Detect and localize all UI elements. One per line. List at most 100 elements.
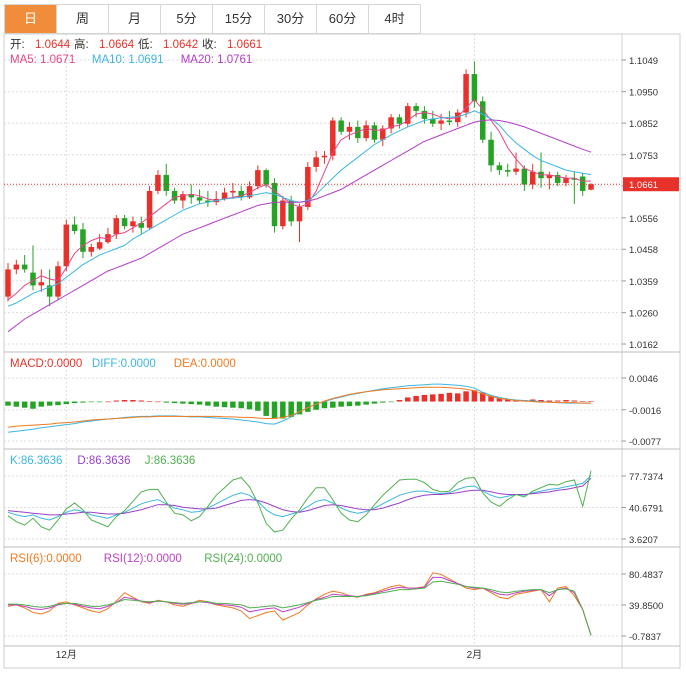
macd-bar <box>46 401 53 406</box>
candle-body <box>504 170 511 172</box>
candle-body <box>280 200 286 227</box>
macd-bar <box>405 397 411 402</box>
tab-3[interactable]: 5分 <box>161 5 213 33</box>
macd-bar <box>280 401 286 419</box>
price-tick-label: 1.0458 <box>629 245 658 256</box>
macd-bar <box>96 401 103 403</box>
candle-body <box>579 176 586 191</box>
macd-bar <box>321 401 328 409</box>
time-axis-label: 12月 <box>56 649 77 661</box>
candle-body <box>438 120 444 124</box>
macd-bar <box>338 401 344 407</box>
macd-bar <box>588 401 594 402</box>
ma-line-0 <box>7 98 592 301</box>
ohlc-value: 1.0661 <box>227 39 262 51</box>
kdj-legend: K:86.3636 <box>10 455 62 467</box>
candle-body <box>246 186 253 198</box>
candle-body <box>571 178 578 180</box>
tab-1[interactable]: 周 <box>57 5 109 33</box>
candle-body <box>496 165 503 171</box>
candle-body <box>80 229 86 252</box>
candle-body <box>155 174 161 191</box>
kdj-line-0 <box>7 475 592 521</box>
macd-bar <box>538 400 544 402</box>
candle-body <box>346 126 353 132</box>
candle-body <box>163 174 169 191</box>
macd-bar <box>113 400 120 402</box>
ohlc-label: 低: <box>138 38 153 51</box>
kdj-legend: D:86.3636 <box>77 455 130 467</box>
candle-body <box>330 120 336 156</box>
candle-body <box>196 197 203 201</box>
candle-body <box>371 125 378 140</box>
candle-body <box>471 74 478 102</box>
tab-4[interactable]: 15分 <box>213 5 265 33</box>
ohlc-value: 1.0664 <box>99 39 135 51</box>
candle-body <box>546 174 553 179</box>
legend-layer: 开: 1.0644 高: 1.0664 低: 1.0642 收: 1.0661 MA5: 1.0… <box>10 37 282 565</box>
price-tick-label: 1.0162 <box>629 340 658 351</box>
candle-body <box>288 200 294 222</box>
last-price-tag <box>623 177 679 192</box>
candle-body <box>46 285 53 297</box>
tab-6[interactable]: 60分 <box>317 5 369 33</box>
tab-5[interactable]: 30分 <box>265 5 317 33</box>
macd-bar <box>463 391 469 402</box>
macd-bar <box>504 399 511 402</box>
tab-2[interactable]: 月 <box>109 5 161 33</box>
candle-body <box>588 184 594 190</box>
macd-line-1 <box>7 386 591 428</box>
macd-bar <box>88 401 95 403</box>
candle-body <box>71 224 78 231</box>
kdj-tick-label: 40.6791 <box>629 503 663 514</box>
kdj-legend: J:86.3636 <box>145 455 196 467</box>
rsi-legend: RSI(6):0.0000 <box>10 553 82 565</box>
macd-bar <box>421 394 428 402</box>
macd-tick-label: 0.0046 <box>629 374 658 385</box>
grid-layer <box>3 33 681 669</box>
candle-body <box>38 282 45 286</box>
macd-bar <box>330 401 336 408</box>
candle-body <box>388 117 394 129</box>
rsi-legend: RSI(12):0.0000 <box>104 553 182 565</box>
macd-bar <box>554 400 561 402</box>
macd-bar <box>255 401 261 411</box>
macd-legend: DIFF:0.0000 <box>92 358 156 370</box>
macd-bar <box>479 392 486 402</box>
macd-bar <box>130 400 136 402</box>
price-tick-label: 1.0852 <box>629 119 658 130</box>
candle-body <box>138 222 145 228</box>
rsi-line-2 <box>8 580 592 636</box>
macd-bar <box>413 395 419 402</box>
candle-body <box>488 139 494 166</box>
macd-bar <box>246 401 253 410</box>
macd-bar <box>205 401 211 406</box>
candle-body <box>355 126 361 139</box>
candle-body <box>363 125 369 139</box>
macd-bar <box>296 401 303 415</box>
ma-legend: MA10: 1.0691 <box>92 54 164 66</box>
candle-body <box>521 168 528 185</box>
tab-0[interactable]: 日 <box>5 5 57 33</box>
candle-body <box>238 190 244 198</box>
candle-body <box>121 218 128 227</box>
macd-bar <box>288 401 294 417</box>
macd-bar <box>471 390 478 402</box>
macd-bar <box>355 401 361 406</box>
macd-bar <box>21 401 28 408</box>
macd-bar <box>380 401 386 403</box>
macd-bar <box>5 401 11 406</box>
macd-bar <box>579 401 586 402</box>
macd-tick-label: -0.0077 <box>629 437 661 448</box>
kdj-tick-label: 3.6207 <box>629 535 658 546</box>
ma-legend: MA5: 1.0671 <box>10 54 75 66</box>
rsi-line-1 <box>8 576 592 636</box>
candle-body <box>171 190 178 201</box>
candle-body <box>263 170 269 185</box>
macd-bar <box>454 393 461 402</box>
macd-bar <box>155 401 161 403</box>
period-tabs: 日周月 5分 15分 30分 60分 4时 <box>4 4 421 34</box>
candle-body <box>305 166 311 207</box>
tab-7[interactable]: 4时 <box>369 5 421 33</box>
